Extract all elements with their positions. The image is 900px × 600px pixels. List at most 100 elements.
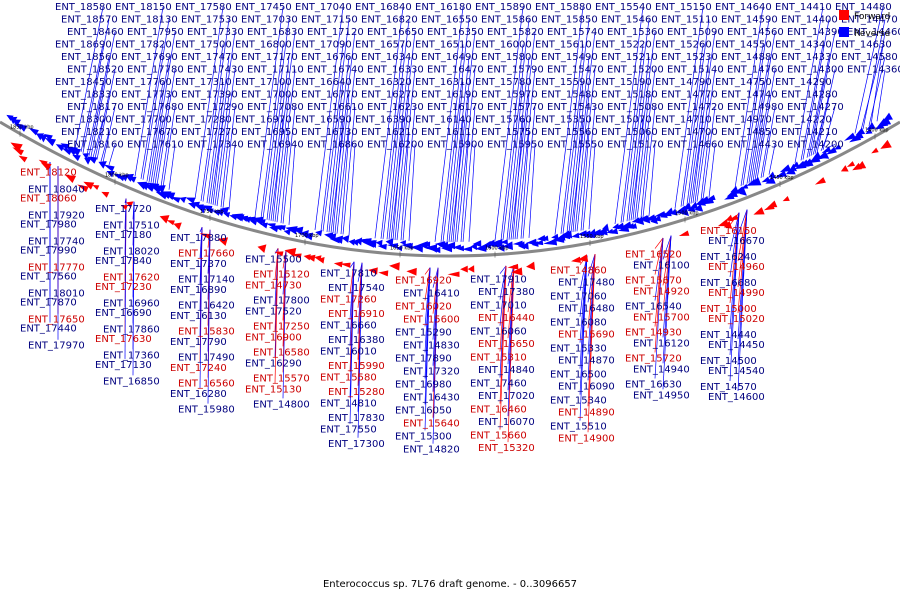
gene-label-outer: ENT_14660 xyxy=(667,140,724,151)
gene-label-outer: ENT_15780 xyxy=(475,77,532,88)
gene-label-inner: ENT_17460 xyxy=(470,379,527,390)
gene-label-inner: ENT_17370 xyxy=(170,259,227,270)
leader-line xyxy=(748,56,770,183)
leader-line xyxy=(260,44,284,219)
leader-line xyxy=(162,106,176,188)
gene-label-inner: ENT_14540 xyxy=(708,366,765,377)
forward-gene-arrow xyxy=(467,265,475,273)
reverse-gene-arrow xyxy=(432,246,441,254)
gene-label-inner: ENT_16430 xyxy=(403,393,460,404)
leader-line xyxy=(662,235,672,260)
reverse-gene-arrow xyxy=(355,237,363,246)
leader-line xyxy=(754,94,770,181)
gene-label-outer: ENT_18170 xyxy=(67,102,124,113)
genome-backbone xyxy=(0,120,900,258)
leader-line xyxy=(494,6,524,241)
gene-label-outer: ENT_14630 xyxy=(835,40,892,51)
leader-line xyxy=(214,94,230,206)
gene-label-inner: ENT_14870 xyxy=(558,355,615,366)
gene-label-outer: ENT_15170 xyxy=(607,140,664,151)
leader-line xyxy=(100,131,110,162)
gene-label-inner: ENT_15300 xyxy=(395,431,452,442)
gene-label-outer: ENT_14640 xyxy=(715,2,772,13)
gene-label-outer: ENT_17690 xyxy=(121,52,178,63)
leader-line xyxy=(262,19,290,219)
gene-label-outer: ENT_14970 xyxy=(715,115,772,126)
gene-label-outer: ENT_16760 xyxy=(301,52,358,63)
forward-gene-arrow xyxy=(782,196,790,202)
forward-gene-arrow xyxy=(166,220,175,226)
gene-label-inner: ENT_14920 xyxy=(633,286,690,297)
gene-label-outer: ENT_14740 xyxy=(721,90,778,101)
gene-label-inner: ENT_14840 xyxy=(478,365,535,376)
gene-label-inner: ENT_17490 xyxy=(178,353,235,364)
gene-label-outer: ENT_16140 xyxy=(415,115,472,126)
leader-line xyxy=(507,265,515,287)
gene-label-inner: ENT_16960 xyxy=(103,298,160,309)
gene-label-outer: ENT_14550 xyxy=(715,40,772,51)
gene-label-inner: ENT_16440 xyxy=(478,313,535,324)
reverse-gene-arrow xyxy=(285,226,298,235)
leader-line xyxy=(756,69,776,180)
gene-label-inner: ENT_14450 xyxy=(708,340,765,351)
gene-label-inner: ENT_15500 xyxy=(245,255,302,266)
gene-label-outer: ENT_14340 xyxy=(775,40,832,51)
reverse-gene-arrow xyxy=(533,240,544,246)
gene-label-inner: ENT_17870 xyxy=(20,297,77,308)
leader-line xyxy=(506,81,524,240)
reverse-gene-arrow xyxy=(236,214,245,222)
reverse-gene-arrow xyxy=(705,194,716,201)
leader-line xyxy=(394,94,410,241)
reverse-gene-arrow xyxy=(690,201,699,210)
leader-line xyxy=(150,31,176,183)
leader-line xyxy=(642,106,656,218)
leader-line xyxy=(688,56,710,205)
leader-line xyxy=(154,94,170,185)
forward-gene-arrow xyxy=(333,261,343,268)
gene-label-outer: ENT_16110 xyxy=(421,127,478,138)
gene-label-inner: ENT_15120 xyxy=(253,269,310,280)
leader-line xyxy=(816,69,836,153)
forward-gene-arrow xyxy=(871,147,879,154)
gene-label-inner: ENT_16910 xyxy=(328,309,385,320)
forward-gene-arrow xyxy=(291,253,302,259)
gene-label-inner: ENT_14940 xyxy=(633,364,690,375)
leader-line xyxy=(424,267,431,431)
gene-label-outer: ENT_15110 xyxy=(661,15,718,26)
leader-line xyxy=(228,144,236,210)
leader-line xyxy=(408,144,416,241)
leader-line xyxy=(737,209,748,392)
gene-label-outer: ENT_15950 xyxy=(487,140,544,151)
gene-label-outer: ENT_15090 xyxy=(667,27,724,38)
gene-label-outer: ENT_14400 xyxy=(781,15,838,26)
leader-line xyxy=(636,69,656,219)
reverse-gene-arrow xyxy=(681,207,689,217)
gene-label-outer: ENT_14880 xyxy=(721,52,778,63)
forward-gene-arrow xyxy=(678,230,690,237)
leader-line xyxy=(270,31,296,221)
gene-label-inner: ENT_17540 xyxy=(328,283,385,294)
gene-label-outer: ENT_18160 xyxy=(67,140,124,151)
leader-line xyxy=(424,267,431,301)
gene-label-inner: ENT_15660 xyxy=(470,431,527,442)
gene-label-inner: ENT_16900 xyxy=(245,333,302,344)
leader-line xyxy=(274,248,279,384)
leader-line xyxy=(132,201,135,376)
gene-label-inner: ENT_16690 xyxy=(95,308,152,319)
scale-tick-label: 1750 kbp xyxy=(200,209,224,215)
gene-label-outer: ENT_15550 xyxy=(547,140,604,151)
reverse-gene-arrow xyxy=(521,242,529,250)
leader-line xyxy=(587,254,596,303)
gene-label-outer: ENT_14750 xyxy=(715,77,772,88)
forward-gene-arrow xyxy=(767,200,778,208)
forward-gene-arrow xyxy=(717,219,730,227)
gene-label-outer: ENT_15430 xyxy=(547,102,604,113)
gene-label-outer: ENT_16180 xyxy=(415,2,472,13)
leader-line xyxy=(102,106,116,163)
leader-line xyxy=(708,144,716,198)
forward-gene-arrow xyxy=(199,233,211,240)
reverse-gene-arrow xyxy=(834,144,842,150)
leader-line xyxy=(806,81,824,158)
leader-line xyxy=(156,69,176,186)
